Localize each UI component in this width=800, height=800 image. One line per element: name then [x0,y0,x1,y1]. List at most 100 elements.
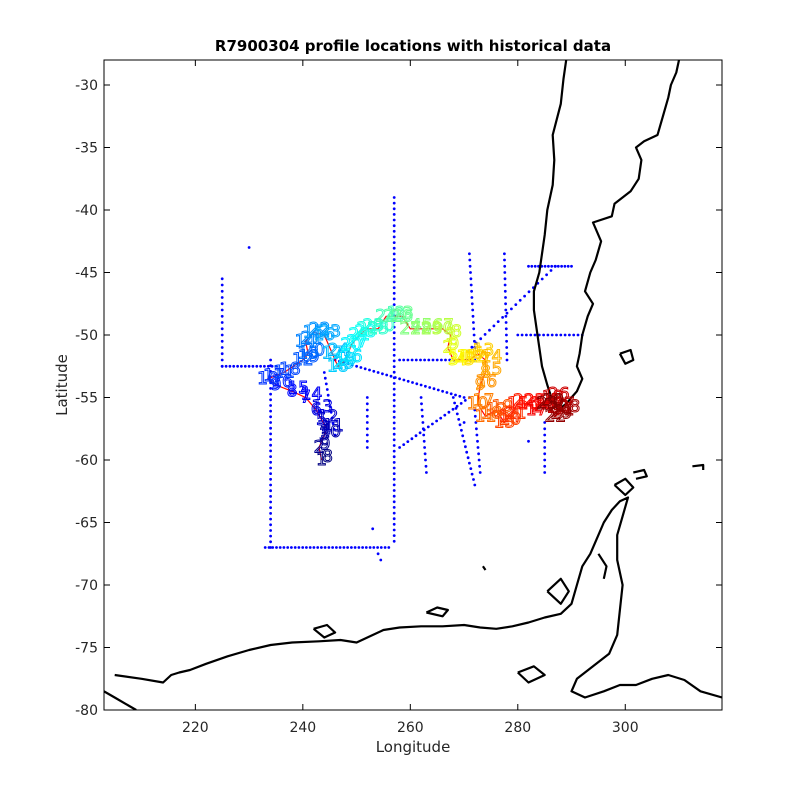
historical-point [392,477,396,481]
historical-point [563,264,567,268]
profile-marker: 23 [367,319,389,339]
historical-point [420,402,423,406]
historical-point [269,387,272,390]
historical-point [466,350,469,353]
historical-point [350,546,353,549]
profile-marker: 16 [518,394,540,414]
profile-marker: 24 [375,306,397,326]
historical-point [418,431,422,435]
profile-marker: 8 [322,447,333,467]
historical-point [220,358,224,362]
historical-point [269,443,272,447]
historical-point [471,308,475,312]
profile-marker: 6 [432,316,443,336]
historical-point [365,421,369,424]
historical-point [472,327,476,331]
historical-point [465,450,469,454]
y-tick-label: -55 [75,391,98,407]
historical-point [365,402,369,406]
historical-point [547,264,550,268]
historical-point [473,483,477,487]
historical-point [439,416,443,420]
historical-point [555,333,558,337]
historical-point [392,229,396,233]
historical-point [251,364,255,368]
profile-marker: 3 [448,350,459,370]
historical-point [559,333,563,337]
historical-point [477,452,480,456]
profile-marker: 14 [295,331,317,351]
historical-point [406,379,410,383]
historical-point [392,399,396,402]
historical-point [462,396,466,399]
profile-marker: 15 [303,323,325,343]
historical-point [220,277,224,281]
historical-point [392,280,396,284]
profile-marker: 27 [399,319,421,339]
historical-point [392,269,396,273]
historical-point [543,439,547,443]
historical-point [419,383,423,387]
historical-point [359,366,363,369]
historical-point [421,427,425,431]
historical-point [505,311,509,315]
historical-point [376,546,379,549]
historical-point [414,358,418,362]
historical-point [392,522,396,526]
historical-point [333,433,337,437]
profile-marker: 21 [301,328,323,348]
historical-point [392,421,396,425]
historical-point [392,410,396,413]
historical-point [269,477,272,481]
historical-point [271,546,275,549]
historical-point [505,333,508,337]
historical-point [435,358,439,362]
historical-point [392,308,396,312]
historical-point [466,456,470,460]
historical-point [228,364,232,368]
historical-point [247,246,251,249]
historical-point [269,460,272,464]
historical-point [220,302,224,306]
historical-point [392,196,396,199]
historical-point [392,353,396,357]
historical-point [470,302,474,306]
historical-point [392,291,396,295]
historical-point [566,264,570,268]
historical-point [269,466,272,470]
historical-point [293,546,297,549]
historical-point [392,342,396,346]
historical-point [443,413,447,417]
historical-point [247,364,251,368]
profile-marker: 1 [316,450,327,470]
historical-point [461,354,465,358]
historical-point [327,399,331,403]
historical-point [392,415,396,419]
historical-point [308,546,312,549]
historical-point [483,333,487,336]
historical-point [423,452,427,456]
historical-point [332,427,336,431]
historical-point [504,296,507,299]
profile-marker: 2 [314,438,325,458]
historical-point [530,264,534,268]
historical-point [503,283,507,287]
coastline [692,463,705,470]
historical-point [392,517,396,521]
historical-point [444,358,447,362]
historical-point [422,433,426,437]
historical-point [505,346,509,349]
coastline [546,577,570,605]
profile-marker: 18 [279,360,301,380]
profile-marker: 6 [472,344,483,364]
historical-point [468,252,471,256]
historical-point [297,546,301,549]
historical-point [431,358,435,362]
historical-point [392,455,396,459]
historical-point [545,273,548,277]
coastline [517,665,546,684]
historical-point [392,489,396,492]
profile-marker: 11 [475,406,497,426]
historical-point [326,393,330,397]
